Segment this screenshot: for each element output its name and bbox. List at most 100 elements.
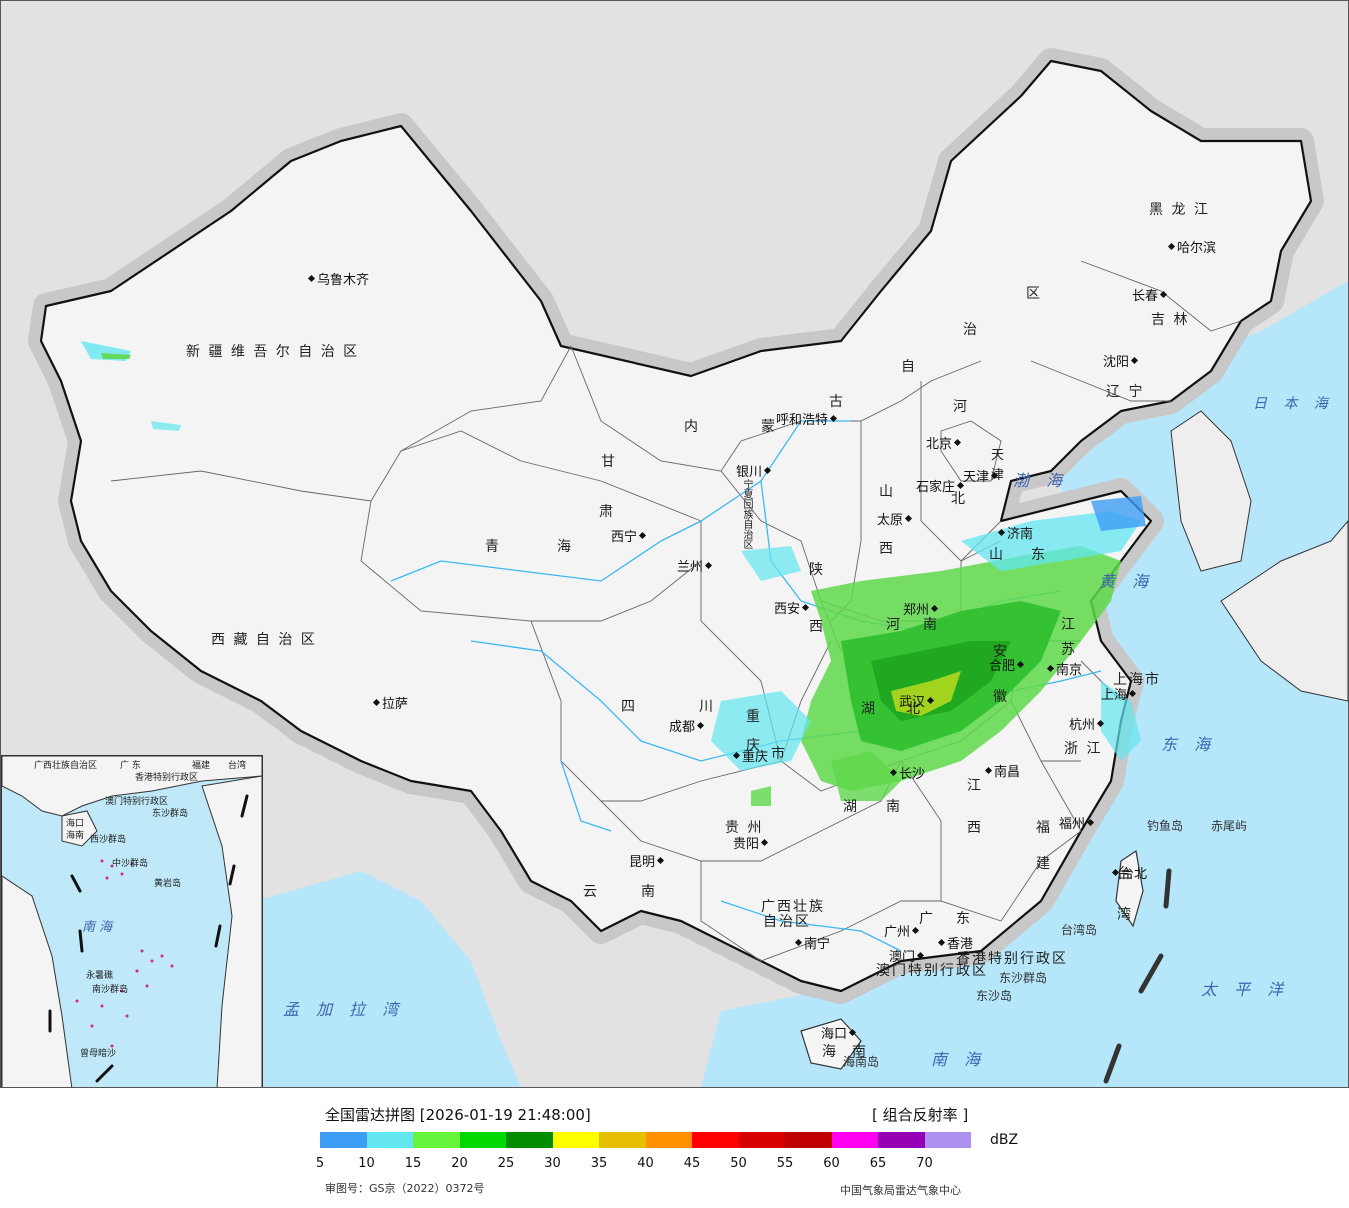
island-label: 赤尾屿	[1211, 819, 1248, 833]
china-land	[39, 59, 1313, 993]
city-label: 香港	[947, 937, 974, 952]
region-label: 吉 林	[1151, 312, 1190, 328]
taiwan-land	[1115, 849, 1144, 928]
city-dot-icon	[990, 471, 999, 480]
city-marker: 成都	[669, 716, 705, 735]
city-marker: 南京	[1046, 659, 1082, 678]
city-label: 福州	[1059, 817, 1086, 832]
city-label: 兰州	[677, 560, 704, 575]
region-label: 上海市	[1113, 672, 1161, 688]
city-dot-icon	[848, 1028, 857, 1037]
city-marker: 长沙	[889, 763, 925, 782]
region-label: 江	[967, 778, 983, 794]
city-dot-icon	[1167, 242, 1176, 251]
city-label: 上海	[1101, 688, 1128, 703]
city-dot-icon	[953, 438, 962, 447]
inset-label: 南 海	[82, 920, 113, 935]
city-label: 南昌	[994, 765, 1021, 780]
city-dot-icon	[801, 603, 810, 612]
region-label: 天	[991, 448, 1005, 463]
scale-tick: 45	[683, 1156, 701, 1171]
city-dot-icon	[956, 481, 965, 490]
inset-label: 东沙群岛	[152, 809, 189, 819]
region-label: 青	[485, 539, 501, 555]
region-label: 庆	[746, 738, 762, 754]
scale-tick: 40	[637, 1156, 654, 1171]
region-label: 苏	[1061, 642, 1077, 658]
island-label: 东沙岛	[976, 989, 1013, 1003]
region-label: 蒙	[761, 419, 777, 435]
city-label: 西安	[774, 602, 801, 617]
city-dot-icon	[656, 856, 665, 865]
city-dot-icon	[638, 531, 647, 540]
scale-swatch	[413, 1132, 460, 1148]
city-marker: 郑州	[903, 599, 939, 618]
scale-swatch	[645, 1132, 692, 1148]
city-label: 武汉	[899, 695, 926, 710]
scale-tick: 55	[776, 1156, 794, 1171]
scale-swatch	[924, 1132, 971, 1148]
city-dot-icon	[997, 528, 1006, 537]
city-label: 澳门	[889, 950, 916, 965]
sea-label: 孟 加 拉 湾	[283, 1000, 405, 1019]
city-dot-icon	[372, 698, 381, 707]
region-label: 福	[1036, 820, 1052, 836]
city-marker: 广州	[884, 921, 920, 940]
product-label: [ 组合反射率 ]	[872, 1106, 969, 1124]
city-label: 杭州	[1069, 718, 1096, 733]
korea-land	[1170, 410, 1252, 572]
region-label: 东	[1031, 547, 1047, 563]
region-label: 四	[621, 699, 637, 715]
scale-swatch	[552, 1132, 599, 1148]
scale-swatch	[831, 1132, 878, 1148]
city-marker: 上海	[1101, 684, 1137, 703]
region-label: 古	[829, 394, 845, 410]
city-dot-icon	[1159, 290, 1168, 299]
city-dot-icon	[916, 951, 925, 960]
city-dot-icon	[760, 838, 769, 847]
map-title: 全国雷达拼图 [2026-01-19 21:48:00]	[325, 1106, 591, 1124]
city-marker: 兰州	[677, 556, 713, 575]
scale-tick: 60	[823, 1156, 840, 1171]
island-label: 钓鱼岛	[1147, 819, 1184, 833]
region-label: 黑 龙 江	[1149, 202, 1210, 218]
region-label: 自	[901, 359, 917, 375]
city-label: 呼和浩特	[776, 413, 829, 428]
region-label: 湾	[1117, 907, 1133, 923]
sea-label: 太 平 洋	[1201, 980, 1290, 999]
city-dot-icon	[696, 721, 705, 730]
city-label: 广州	[884, 925, 911, 940]
city-label: 合肥	[989, 659, 1016, 674]
radar-map	[28, 48, 1348, 1087]
city-dot-icon	[794, 938, 803, 947]
city-label: 重庆	[742, 750, 769, 765]
region-label: 贵 州	[725, 820, 764, 836]
city-marker: 长春	[1132, 285, 1168, 304]
japan-land	[1220, 520, 1348, 702]
city-marker: 台北	[1111, 863, 1148, 882]
inset-label: 香港特别行政区	[135, 773, 199, 783]
scale-tick: 15	[404, 1156, 422, 1171]
region-label: 西 藏 自 治 区	[211, 632, 317, 648]
region-label: 山	[879, 484, 895, 500]
region-label: 内	[684, 419, 700, 435]
region-label: 南	[886, 799, 902, 815]
sea-label: 渤 海	[1013, 471, 1069, 490]
region-label: 北	[906, 701, 922, 717]
agency-label: 中国气象局雷达气象中心	[840, 1184, 961, 1197]
region-label: 海	[822, 1044, 838, 1060]
region-label: 川	[699, 699, 715, 715]
scale-tick: 5	[315, 1156, 325, 1171]
inset-label: 广西壮族自治区	[34, 761, 98, 771]
inset-label: 永暑礁	[86, 971, 114, 981]
city-marker: 重庆	[732, 746, 769, 765]
island-label: 海南岛	[843, 1055, 880, 1069]
region-label: 台	[1117, 866, 1133, 882]
city-marker: 银川	[736, 461, 772, 480]
city-label: 台北	[1121, 867, 1148, 882]
south-china-sea-inset: 广西壮族自治区 广 东 福建 台湾 香港特别行政区 澳门特别行政区 东沙群岛 海口 海南 西沙群岛…	[1, 755, 263, 1087]
region-label: 山	[989, 547, 1005, 563]
region-label: 海	[557, 539, 573, 555]
region-label: 东	[956, 911, 972, 927]
scale-swatch	[599, 1132, 646, 1148]
